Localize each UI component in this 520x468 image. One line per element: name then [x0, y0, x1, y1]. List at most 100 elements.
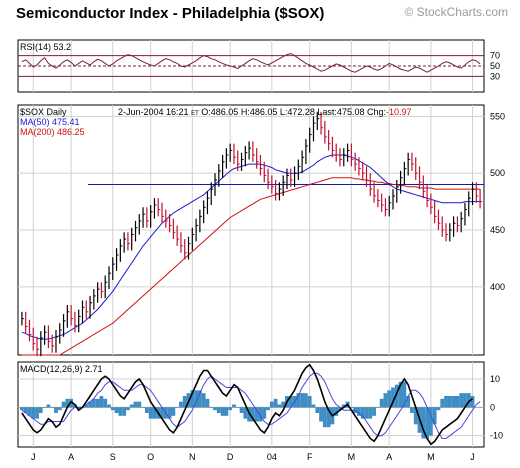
macd-histogram-bar — [167, 407, 172, 419]
month-label: D — [227, 452, 234, 462]
macd-histogram-bar — [205, 398, 210, 408]
macd-histogram-bar — [349, 407, 354, 408]
macd-histogram-bar — [243, 407, 248, 419]
ma200-line — [21, 177, 481, 356]
macd-histogram-bar — [398, 381, 403, 408]
macd-histogram-bar — [20, 407, 24, 411]
macd-histogram-bar — [455, 396, 460, 408]
ma50-line — [21, 154, 481, 340]
chart-title: Semiconductor Index - Philadelphia ($SOX… — [16, 5, 324, 22]
macd-histogram-bar — [50, 407, 55, 408]
macd-histogram-bar — [228, 407, 233, 411]
macd-histogram-bar — [387, 390, 392, 408]
macd-histogram-bar — [375, 407, 380, 408]
macd-histogram-bar — [262, 407, 267, 419]
macd-histogram-bar — [23, 407, 28, 413]
macd-histogram-bar — [209, 407, 214, 408]
ma50-legend: MA(50) 475.41 — [20, 117, 80, 127]
macd-histogram-bar — [201, 393, 206, 408]
macd-histogram-bar — [300, 393, 305, 408]
macd-histogram-bar — [114, 407, 119, 413]
macd-histogram-bar — [410, 407, 414, 413]
macd-histogram-bar — [27, 407, 32, 416]
macd-histogram-bar — [372, 407, 376, 416]
macd-histogram-bar — [57, 407, 62, 411]
macd-histogram-bar — [269, 401, 274, 408]
macd-histogram-bar — [266, 407, 270, 411]
price-tick-label: 400 — [490, 282, 505, 292]
macd-histogram-bar — [148, 407, 153, 419]
macd-histogram-bar — [391, 387, 395, 408]
macd-histogram-bar — [444, 396, 448, 408]
macd-signal-line — [21, 372, 481, 439]
rsi-tick-label: 50 — [490, 61, 500, 71]
macd-histogram-bar — [379, 398, 384, 408]
macd-histogram-bar — [440, 398, 445, 408]
macd-histogram-bar — [394, 384, 399, 408]
macd-histogram-bar — [357, 407, 361, 416]
macd-histogram-bar — [152, 407, 157, 419]
macd-histogram-bar — [182, 396, 187, 408]
macd-histogram-bar — [99, 396, 104, 408]
macd-histogram-bar — [88, 401, 92, 408]
macd-histogram-bar — [194, 390, 198, 408]
month-label: J — [470, 452, 475, 462]
macd-histogram-bar — [258, 407, 263, 422]
macd-histogram-bar — [118, 407, 123, 416]
macd-histogram-bar — [144, 407, 149, 413]
macd-histogram-bar — [428, 407, 433, 436]
macd-tick-label: 0 — [490, 402, 495, 412]
price-tick-label: 550 — [490, 111, 505, 121]
macd-histogram-bar — [364, 407, 369, 419]
macd-histogram-bar — [110, 407, 115, 411]
macd-histogram-bar — [402, 381, 407, 408]
macd-histogram-bar — [413, 407, 418, 425]
month-label: M — [348, 452, 356, 462]
month-label: O — [147, 452, 154, 462]
watermark: © StockCharts.com — [404, 5, 508, 19]
macd-histogram-bar — [160, 407, 164, 419]
macd-histogram-bar — [137, 401, 142, 408]
macd-histogram-bar — [171, 407, 176, 416]
macd-histogram-bar — [463, 393, 467, 408]
macd-histogram-bar — [235, 407, 240, 408]
macd-histogram-bar — [296, 393, 301, 408]
macd-histogram-bar — [254, 407, 259, 422]
month-label: 04 — [267, 452, 277, 462]
macd-histogram-bar — [432, 407, 437, 425]
macd-histogram-bar — [436, 407, 441, 411]
macd-histogram-bar — [76, 407, 81, 411]
rsi-tick-label: 30 — [490, 71, 500, 81]
rsi-tick-label: 70 — [490, 51, 500, 61]
macd-histogram-bar — [179, 401, 183, 408]
macd-histogram-bar — [281, 401, 286, 408]
month-label: M — [427, 452, 435, 462]
ma200-legend: MA(200) 486.25 — [20, 127, 85, 137]
macd-histogram-bar — [31, 407, 36, 419]
macd-histogram-bar — [322, 407, 327, 428]
macd-histogram-bar — [107, 404, 111, 408]
macd-histogram-bar — [421, 407, 426, 439]
macd-histogram-bar — [368, 407, 373, 419]
month-label: N — [189, 452, 196, 462]
macd-histogram-bar — [65, 398, 70, 408]
macd-histogram-bar — [334, 407, 339, 416]
macd-histogram-bar — [360, 407, 365, 419]
macd-histogram-bar — [35, 407, 39, 419]
macd-histogram-bar — [239, 407, 244, 413]
macd-histogram-bar — [459, 393, 464, 408]
macd-histogram-bar — [338, 407, 342, 411]
macd-tick-label: 10 — [490, 374, 500, 384]
rsi-line — [21, 52, 481, 73]
price-tick-label: 450 — [490, 225, 505, 235]
macd-histogram-bar — [307, 396, 312, 408]
macd-histogram-bar — [315, 407, 320, 413]
macd-histogram-bar — [470, 396, 475, 408]
price-label: $SOX Daily — [20, 107, 67, 117]
macd-histogram-bar — [91, 398, 96, 408]
macd-histogram-bar — [466, 393, 471, 408]
macd-panel: MACD(12,26,9) 2.71 10 0 -10 — [17, 361, 503, 448]
rsi-label: RSI(14) 53.2 — [20, 42, 71, 52]
macd-histogram-bar — [129, 404, 134, 408]
